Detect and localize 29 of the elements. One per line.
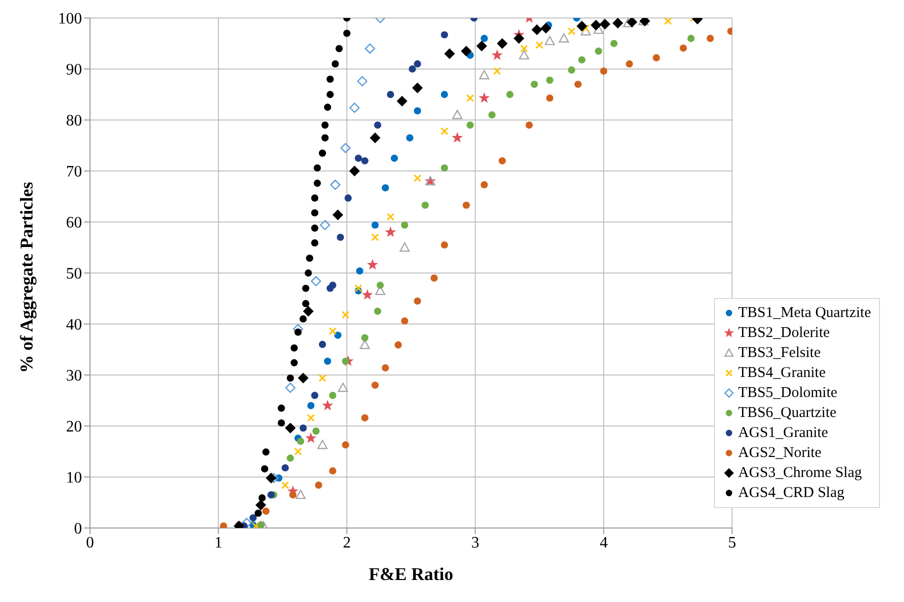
legend-label: TBS5_Dolomite [738,384,838,403]
y-tick-label: 90 [66,62,82,79]
x-tick-label: 5 [728,534,736,552]
y-tick-label: 0 [74,520,82,538]
x-tick-label: 0 [86,534,94,552]
y-axis-title: % of Aggregate Particles [16,182,36,373]
y-tick-label: 70 [66,164,82,181]
x-tick-label: 1 [214,534,222,552]
y-tick-label: 50 [66,266,82,283]
x-tick-label: 3 [471,534,480,552]
y-tick-label: 100 [58,10,82,28]
x-tick-label: 2 [342,534,351,552]
legend-label: TBS6_Quartzite [738,404,836,423]
y-tick-label: 60 [66,214,82,232]
y-tick-label: 40 [66,316,82,334]
x-tick-label: 4 [600,534,608,552]
legend-label: TBS3_Felsite [738,344,821,363]
y-tick-label: 30 [66,368,82,385]
legend-label: AGS2_Norite [738,444,822,463]
legend-label: TBS1_Meta Quartzite [738,304,871,323]
legend-label: AGS1_Granite [738,424,828,443]
legend-label: TBS2_Dolerite [738,324,830,343]
y-tick-label: 10 [66,470,82,487]
legend-label: AGS3_Chrome Slag [738,464,862,483]
legend-label: AGS4_CRD Slag [738,484,844,503]
legend-label: TBS4_Granite [738,364,826,383]
y-tick-label: 20 [66,418,82,436]
y-tick-label: 80 [66,112,82,130]
x-axis-title: F&E Ratio [368,564,454,584]
